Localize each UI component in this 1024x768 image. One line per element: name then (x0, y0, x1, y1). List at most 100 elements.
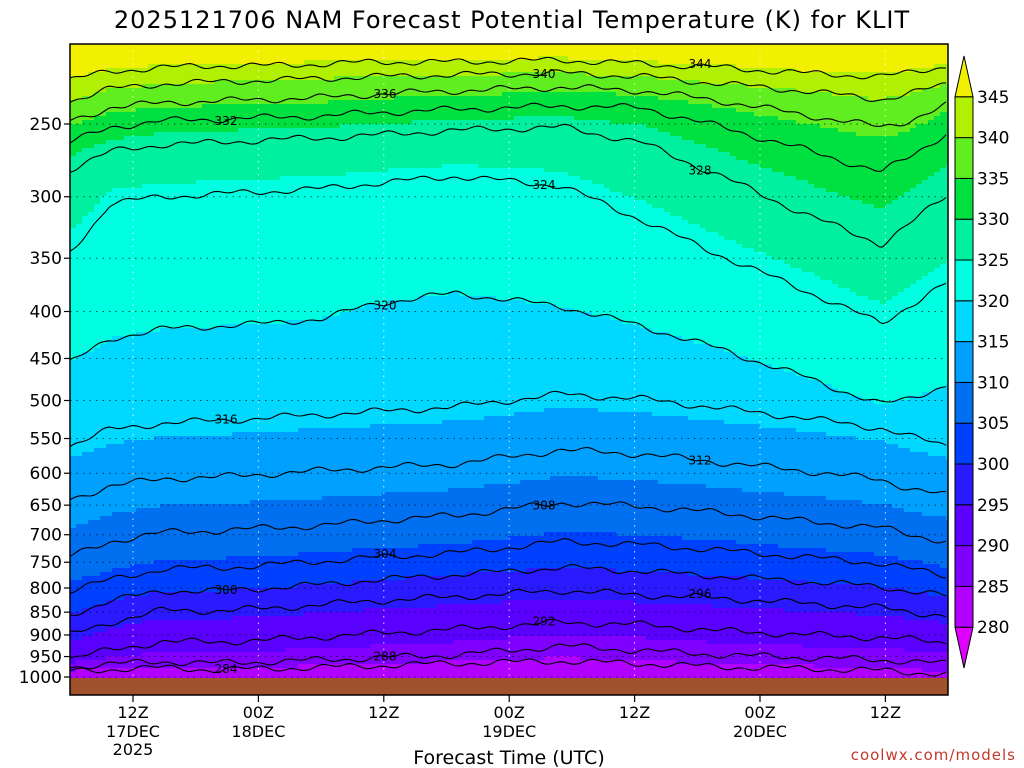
field-cell (190, 208, 197, 213)
field-cell (124, 328, 131, 333)
field-cell (160, 440, 167, 445)
field-cell (112, 464, 119, 469)
field-cell (136, 632, 143, 637)
field-cell (82, 428, 89, 433)
field-cell (82, 300, 89, 305)
field-cell (232, 48, 239, 53)
field-cell (244, 88, 251, 93)
field-cell (76, 580, 83, 585)
field-cell (178, 332, 185, 337)
field-cell (178, 408, 185, 413)
field-cell (160, 500, 167, 505)
field-cell (172, 156, 179, 161)
field-cell (106, 328, 113, 333)
field-cell (142, 248, 149, 253)
field-cell (94, 48, 101, 53)
field-cell (196, 104, 203, 109)
field-cell (112, 372, 119, 377)
field-cell (148, 456, 155, 461)
field-cell (190, 272, 197, 277)
field-cell (190, 156, 197, 161)
field-cell (100, 236, 107, 241)
field-cell (100, 276, 107, 281)
field-cell (130, 352, 137, 357)
field-cell (112, 100, 119, 105)
field-cell (166, 256, 173, 261)
field-cell (226, 132, 233, 137)
field-cell (208, 580, 215, 585)
field-cell (88, 380, 95, 385)
field-cell (250, 440, 257, 445)
field-cell (70, 456, 77, 461)
field-cell (184, 380, 191, 385)
field-cell (202, 312, 209, 317)
field-cell (100, 296, 107, 301)
field-cell (214, 264, 221, 269)
field-cell (238, 428, 245, 433)
field-cell (136, 544, 143, 549)
field-cell (94, 528, 101, 533)
field-cell (172, 92, 179, 97)
field-cell (70, 52, 77, 57)
field-cell (148, 76, 155, 81)
field-cell (154, 360, 161, 365)
field-cell (190, 304, 197, 309)
field-cell (250, 84, 257, 89)
field-cell (148, 96, 155, 101)
field-cell (190, 108, 197, 113)
field-cell (232, 388, 239, 393)
field-cell (154, 456, 161, 461)
field-cell (244, 256, 251, 261)
field-cell (70, 92, 77, 97)
field-cell (136, 328, 143, 333)
field-cell (238, 220, 245, 225)
field-cell (184, 112, 191, 117)
field-cell (154, 452, 161, 457)
field-cell (196, 652, 203, 657)
field-cell (232, 104, 239, 109)
field-cell (82, 516, 89, 521)
field-cell (166, 100, 173, 105)
field-cell (196, 456, 203, 461)
field-cell (88, 404, 95, 409)
field-cell (238, 400, 245, 405)
field-cell (202, 616, 209, 621)
field-cell (226, 176, 233, 181)
field-cell (76, 160, 83, 165)
field-cell (226, 136, 233, 141)
field-cell (88, 576, 95, 581)
field-cell (94, 316, 101, 321)
field-cell (202, 596, 209, 601)
field-cell (112, 516, 119, 521)
field-cell (106, 144, 113, 149)
field-cell (166, 112, 173, 117)
field-cell (244, 352, 251, 357)
field-cell (118, 584, 125, 589)
field-cell (232, 576, 239, 581)
field-cell (136, 88, 143, 93)
field-cell (208, 52, 215, 57)
field-cell (166, 624, 173, 629)
field-cell (202, 320, 209, 325)
field-cell (88, 284, 95, 289)
field-cell (196, 276, 203, 281)
field-cell (106, 616, 113, 621)
field-cell (184, 544, 191, 549)
field-cell (220, 520, 227, 525)
field-cell (130, 72, 137, 77)
field-cell (82, 88, 89, 93)
field-cell (244, 104, 251, 109)
field-cell (166, 572, 173, 577)
field-cell (214, 620, 221, 625)
field-cell (202, 524, 209, 529)
field-cell (118, 388, 125, 393)
field-cell (220, 392, 227, 397)
field-cell (148, 184, 155, 189)
field-cell (94, 464, 101, 469)
field-cell (238, 224, 245, 229)
field-cell (82, 100, 89, 105)
field-cell (124, 448, 131, 453)
field-cell (106, 612, 113, 617)
field-cell (70, 392, 77, 397)
field-cell (202, 364, 209, 369)
